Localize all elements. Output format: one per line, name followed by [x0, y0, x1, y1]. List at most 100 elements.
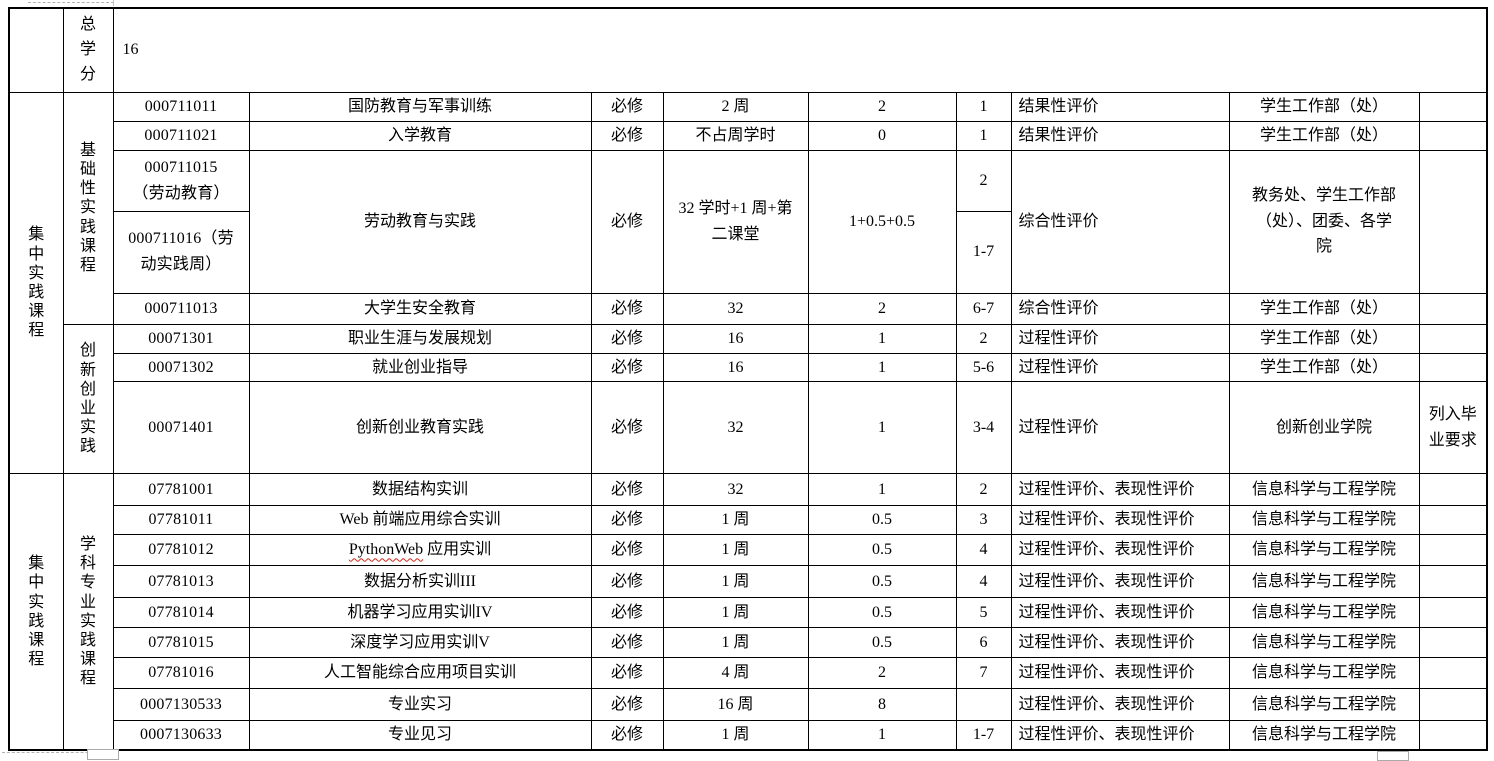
- table-row: 00071302 就业创业指导 必修 16 1 5-6 过程性评价 学生工作部（…: [9, 352, 1488, 383]
- table-row: 0007130533 专业实习 必修 16 周 8 过程性评价、表现性评价 信息…: [9, 688, 1488, 722]
- course-credits-cell: 0.5: [807, 534, 957, 567]
- department-cell: 信息科学与工程学院: [1228, 473, 1420, 507]
- course-type-cell: 必修: [590, 352, 664, 383]
- course-name-cell: 入学教育: [248, 120, 592, 151]
- course-credits-cell: 2: [807, 91, 957, 122]
- course-code-cell: 0007130533: [112, 688, 250, 722]
- course-hours-cell: 16: [662, 352, 809, 383]
- table-row: 创新创业实践 00071301 职业生涯与发展规划 必修 16 1 2 过程性评…: [9, 323, 1488, 475]
- evaluation-cell: 结果性评价: [1010, 91, 1230, 122]
- department-cell: 创新创业学院: [1228, 381, 1420, 475]
- evaluation-cell: 过程性评价、表现性评价: [1010, 597, 1230, 629]
- table-row: 0007130633 专业见习 必修 1 周 1 1-7 过程性评价、表现性评价…: [9, 720, 1488, 751]
- table-row: 07781011 Web 前端应用综合实训 必修 1 周 0.5 3 过程性评价…: [9, 505, 1488, 536]
- course-code-cell: 07781015: [112, 627, 250, 659]
- course-credits-cell: 0: [807, 120, 957, 151]
- course-semester-cell: 4: [955, 565, 1012, 599]
- page-boundary-dash: [28, 2, 114, 3]
- table-row: 000711015 （劳动教育） 劳动教育与实践 必修 32 学时+1 周+第 …: [9, 149, 1488, 294]
- evaluation-cell: 结果性评价: [1010, 120, 1230, 151]
- subsection-cell: 学科专业实践课程: [62, 473, 114, 751]
- course-type-cell: 必修: [590, 381, 664, 475]
- course-hours-cell: 1 周: [662, 627, 809, 659]
- remark-cell: [1418, 120, 1488, 151]
- subsection-label: 学科专业实践课程: [80, 536, 97, 688]
- course-type-cell: 必修: [590, 473, 664, 507]
- course-hours-cell: 1 周: [662, 565, 809, 599]
- course-name-cell: 创新创业教育实践: [248, 381, 592, 475]
- course-name-cell: 机器学习应用实训IV: [248, 597, 592, 629]
- remark-cell: [1418, 292, 1488, 325]
- evaluation-cell: 过程性评价、表现性评价: [1010, 720, 1230, 751]
- course-hours-cell: 16: [662, 323, 809, 354]
- evaluation-cell: 综合性评价: [1010, 292, 1230, 325]
- course-semester-cell: 2: [955, 323, 1012, 354]
- subsection-cell: 创新创业实践: [62, 323, 114, 475]
- evaluation-cell: 过程性评价、表现性评价: [1010, 473, 1230, 507]
- course-code-cell: 07781013: [112, 565, 250, 599]
- course-type-cell: 必修: [590, 534, 664, 567]
- course-name-cell: 深度学习应用实训V: [248, 627, 592, 659]
- table-row: 集中实践课程 基础性实践课程 000711011 国防教育与军事训练 必修 2 …: [8, 91, 1488, 475]
- evaluation-cell: 过程性评价、表现性评价: [1010, 505, 1230, 536]
- course-name-cell: 数据分析实训III: [248, 565, 592, 599]
- course-semester-cell: 7: [955, 657, 1012, 690]
- remark-cell: [1418, 627, 1488, 659]
- remark-cell: [1418, 91, 1488, 122]
- course-code-cell: 00071401: [112, 381, 250, 475]
- course-semester-cell: 1-7: [955, 210, 1012, 294]
- department-cell: 信息科学与工程学院: [1228, 657, 1420, 690]
- evaluation-cell: 过程性评价: [1010, 352, 1230, 383]
- table-row: 07781012 PythonWeb 应用实训 必修 1 周 0.5 4 过程性…: [9, 534, 1488, 567]
- course-hours-cell: 4 周: [662, 657, 809, 690]
- course-name-cell: 数据结构实训: [248, 473, 592, 507]
- course-semester-cell: [955, 688, 1012, 722]
- department-cell: 信息科学与工程学院: [1228, 720, 1420, 751]
- table-row: 07781015 深度学习应用实训V 必修 1 周 0.5 6 过程性评价、表现…: [9, 627, 1488, 659]
- course-credits-cell: 1: [807, 352, 957, 383]
- course-type-cell: 必修: [590, 149, 664, 294]
- curriculum-table: 总学分 16 集中实践课程 基础性实践课程 000711011 国防教育与军事训…: [8, 7, 1489, 752]
- section-group-label: 集中实践课程: [28, 226, 45, 340]
- course-semester-cell: 4: [955, 534, 1012, 567]
- course-name-cell: 就业创业指导: [248, 352, 592, 383]
- course-semester-cell: 6-7: [955, 292, 1012, 325]
- course-type-cell: 必修: [590, 597, 664, 629]
- remark-cell: [1418, 505, 1488, 536]
- remark-cell: [1418, 323, 1488, 354]
- course-credits-cell: 0.5: [807, 597, 957, 629]
- course-credits-cell: 1: [807, 720, 957, 751]
- department-cell: 信息科学与工程学院: [1228, 505, 1420, 536]
- course-semester-cell: 5: [955, 597, 1012, 629]
- course-type-cell: 必修: [590, 688, 664, 722]
- course-type-cell: 必修: [590, 323, 664, 354]
- course-credits-cell: 0.5: [807, 565, 957, 599]
- course-semester-cell: 1: [955, 91, 1012, 122]
- department-cell: 学生工作部（处）: [1228, 292, 1420, 325]
- table-row: 07781016 人工智能综合应用项目实训 必修 4 周 2 7 过程性评价、表…: [9, 657, 1488, 690]
- course-type-cell: 必修: [590, 565, 664, 599]
- course-type-cell: 必修: [590, 505, 664, 536]
- course-credits-cell: 1: [807, 323, 957, 354]
- section-group-label: 集中实践课程: [28, 555, 45, 669]
- subsection-label: 基础性实践课程: [80, 141, 97, 274]
- spellcheck-underline-text: PythonWeb: [348, 541, 424, 559]
- evaluation-cell: 过程性评价、表现性评价: [1010, 627, 1230, 659]
- evaluation-cell: 过程性评价、表现性评价: [1010, 534, 1230, 567]
- table-row: 000711013 大学生安全教育 必修 32 2 6-7 综合性评价 学生工作…: [9, 292, 1488, 325]
- course-name-cell: 大学生安全教育: [248, 292, 592, 325]
- course-name-cell: 人工智能综合应用项目实训: [248, 657, 592, 690]
- evaluation-cell: 综合性评价: [1010, 149, 1230, 294]
- evaluation-cell: 过程性评价: [1010, 381, 1230, 475]
- subsection-label: 创新创业实践: [80, 342, 97, 456]
- course-hours-cell: 2 周: [662, 91, 809, 122]
- empty-corner-cell: [8, 7, 64, 93]
- course-name-cell: 专业实习: [248, 688, 592, 722]
- table-row: 07781014 机器学习应用实训IV 必修 1 周 0.5 5 过程性评价、表…: [9, 597, 1488, 629]
- table-row: 集中实践课程 学科专业实践课程 07781001 数据结构实训 必修 32 1 …: [8, 473, 1488, 751]
- department-cell: 信息科学与工程学院: [1228, 565, 1420, 599]
- remark-cell: [1418, 534, 1488, 567]
- course-hours-cell: 16 周: [662, 688, 809, 722]
- table-resize-handle: [87, 749, 119, 760]
- course-hours-cell: 32: [662, 381, 809, 475]
